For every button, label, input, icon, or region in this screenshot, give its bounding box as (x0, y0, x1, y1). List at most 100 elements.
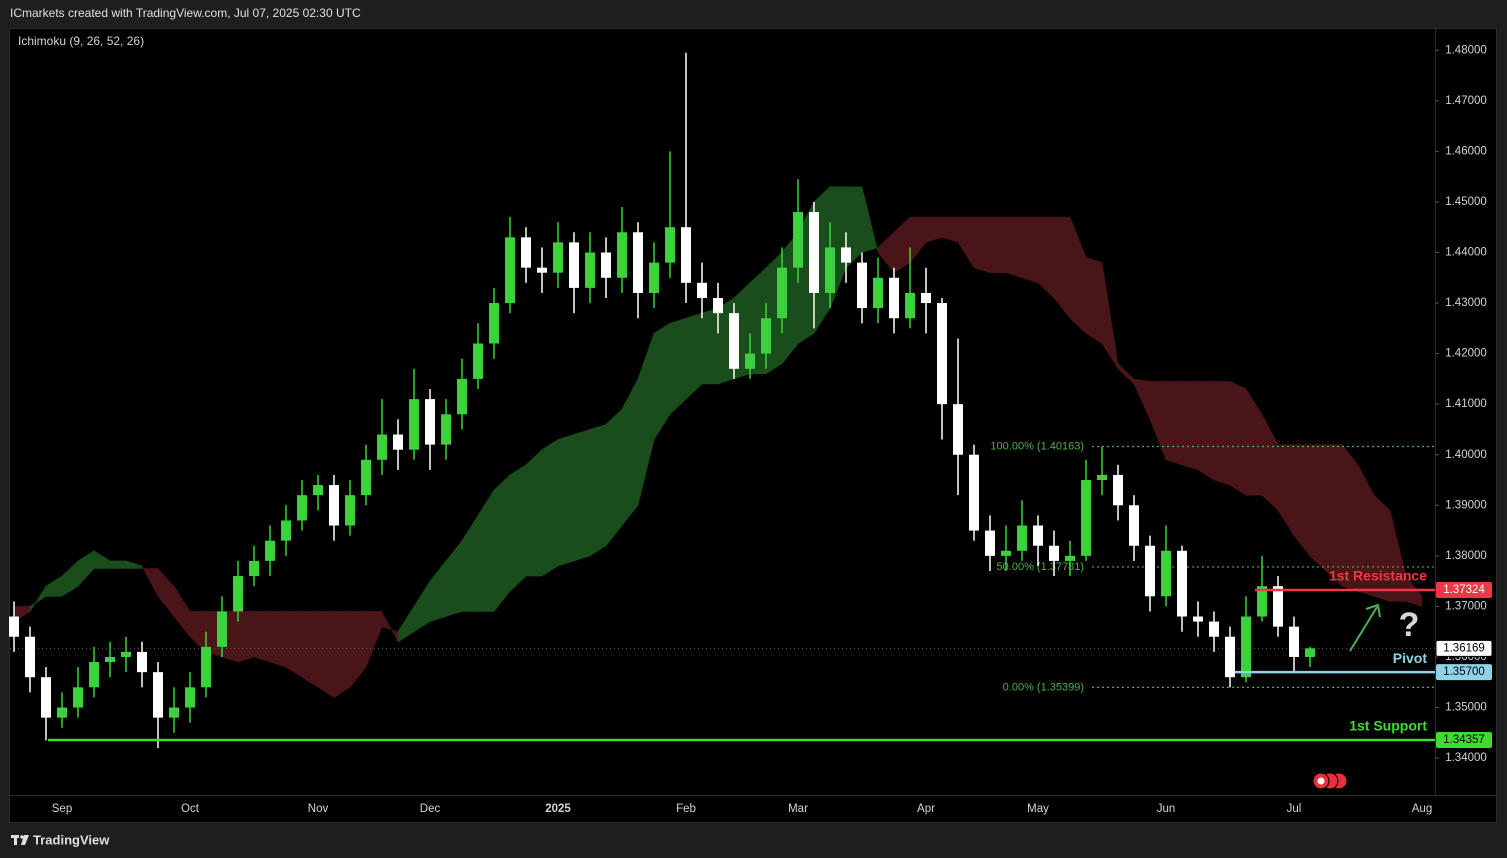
candle-body (825, 247, 835, 293)
y-tick-label: 1.47000 (1445, 95, 1487, 107)
arrow-head (1365, 603, 1381, 618)
price-tag (1436, 732, 1492, 749)
logo-part (14, 835, 17, 845)
candle-body (809, 212, 819, 293)
candle-body (25, 636, 35, 678)
candle-body (265, 540, 275, 561)
chart-panel (9, 28, 1497, 823)
footer-logo (11, 835, 29, 845)
candle-body (201, 646, 211, 688)
cloud-segment (989, 216, 1007, 274)
logo-part (20, 835, 24, 839)
cloud-segment (557, 434, 575, 567)
candle-body (1129, 505, 1139, 546)
candle-body (1193, 616, 1203, 622)
y-tick-label: 1.34000 (1445, 752, 1487, 764)
candle-body (585, 252, 595, 288)
candle-body (153, 672, 163, 718)
forecast-arrow (1349, 603, 1381, 652)
candle-body (857, 262, 867, 309)
last-price-tag (1435, 639, 1493, 657)
indicator-label: Ichimoku (9, 26, 52, 26) (18, 34, 144, 48)
candle-body (649, 262, 659, 293)
candle-body (1257, 586, 1267, 617)
candle-body (1225, 636, 1235, 678)
cloud-segment (317, 611, 335, 698)
cloud-segment (669, 317, 687, 415)
candle-body (713, 297, 723, 314)
candle-body (313, 485, 323, 496)
price-tag (1436, 582, 1492, 599)
candle-body (57, 707, 67, 718)
candle-body (793, 212, 803, 268)
cloud-segment (1165, 381, 1183, 466)
cloud-segment (237, 611, 255, 663)
candle-body (1065, 555, 1075, 561)
y-tick-label: 1.48000 (1445, 44, 1487, 56)
y-tick-label: 1.40000 (1445, 449, 1487, 461)
question-mark: ? (1399, 606, 1420, 644)
candle-body (345, 495, 355, 526)
y-tick-label: 1.43000 (1445, 297, 1487, 309)
candle-body (665, 227, 675, 263)
candle-body (1033, 525, 1043, 546)
candle-body (409, 399, 419, 450)
candle-body (633, 232, 643, 293)
candle-body (1241, 616, 1251, 678)
candle-body (729, 313, 739, 369)
cloud-segment (685, 312, 703, 400)
x-tick-label: Feb (676, 803, 696, 815)
candle-body (1209, 621, 1219, 637)
x-tick-label: 2025 (545, 803, 571, 815)
candle-body (1097, 474, 1107, 481)
cloud-segment (525, 448, 543, 577)
candle-body (441, 414, 451, 445)
candle-body (489, 303, 499, 344)
candle-body (1001, 550, 1011, 556)
candle-body (217, 611, 227, 647)
footer-brand: TradingView (33, 832, 110, 847)
candle-body (745, 353, 755, 369)
cloud-segment (285, 611, 303, 678)
y-tick-label: 1.45000 (1445, 196, 1487, 208)
candle-body (1177, 550, 1187, 617)
event-icons (1312, 772, 1348, 790)
y-tick-label: 1.42000 (1445, 348, 1487, 360)
candle-body (9, 616, 19, 637)
candle-body (553, 242, 563, 273)
cloud-segment (493, 474, 511, 613)
cloud-segment (573, 429, 591, 562)
cloud-segment (1229, 380, 1247, 496)
candle-body (921, 292, 931, 304)
candle-body (233, 576, 243, 612)
candle-body (41, 677, 51, 718)
candle-body (905, 292, 915, 319)
candle-body (617, 232, 627, 278)
candle-body (681, 227, 691, 283)
level-name: Pivot (1393, 650, 1428, 666)
price-tag-label: 1.34357 (1443, 734, 1485, 746)
y-tick-label: 1.35000 (1445, 702, 1487, 714)
x-tick-label: Apr (917, 803, 935, 815)
candle-body (473, 343, 483, 379)
level-name: 1st Resistance (1329, 568, 1427, 584)
cloud-segment (1309, 444, 1327, 572)
candle-body (873, 277, 883, 309)
cloud-segment (109, 560, 127, 569)
cloud-segment (589, 423, 607, 557)
price-tag-label: 1.37324 (1443, 584, 1485, 596)
candle-body (73, 687, 83, 708)
candle-body (329, 485, 339, 526)
candle-body (361, 459, 371, 496)
candle-body (1145, 545, 1155, 597)
y-tick-label: 1.44000 (1445, 247, 1487, 259)
candle-body (1305, 648, 1315, 657)
candle-body (281, 520, 291, 541)
candle-body (457, 378, 467, 415)
candle-body (1049, 545, 1059, 561)
cloud-segment (1325, 444, 1343, 587)
candle-body (105, 656, 115, 663)
price-tag-label: 1.35700 (1443, 666, 1485, 678)
fib-label: 100.00% (1.40163) (990, 440, 1084, 452)
